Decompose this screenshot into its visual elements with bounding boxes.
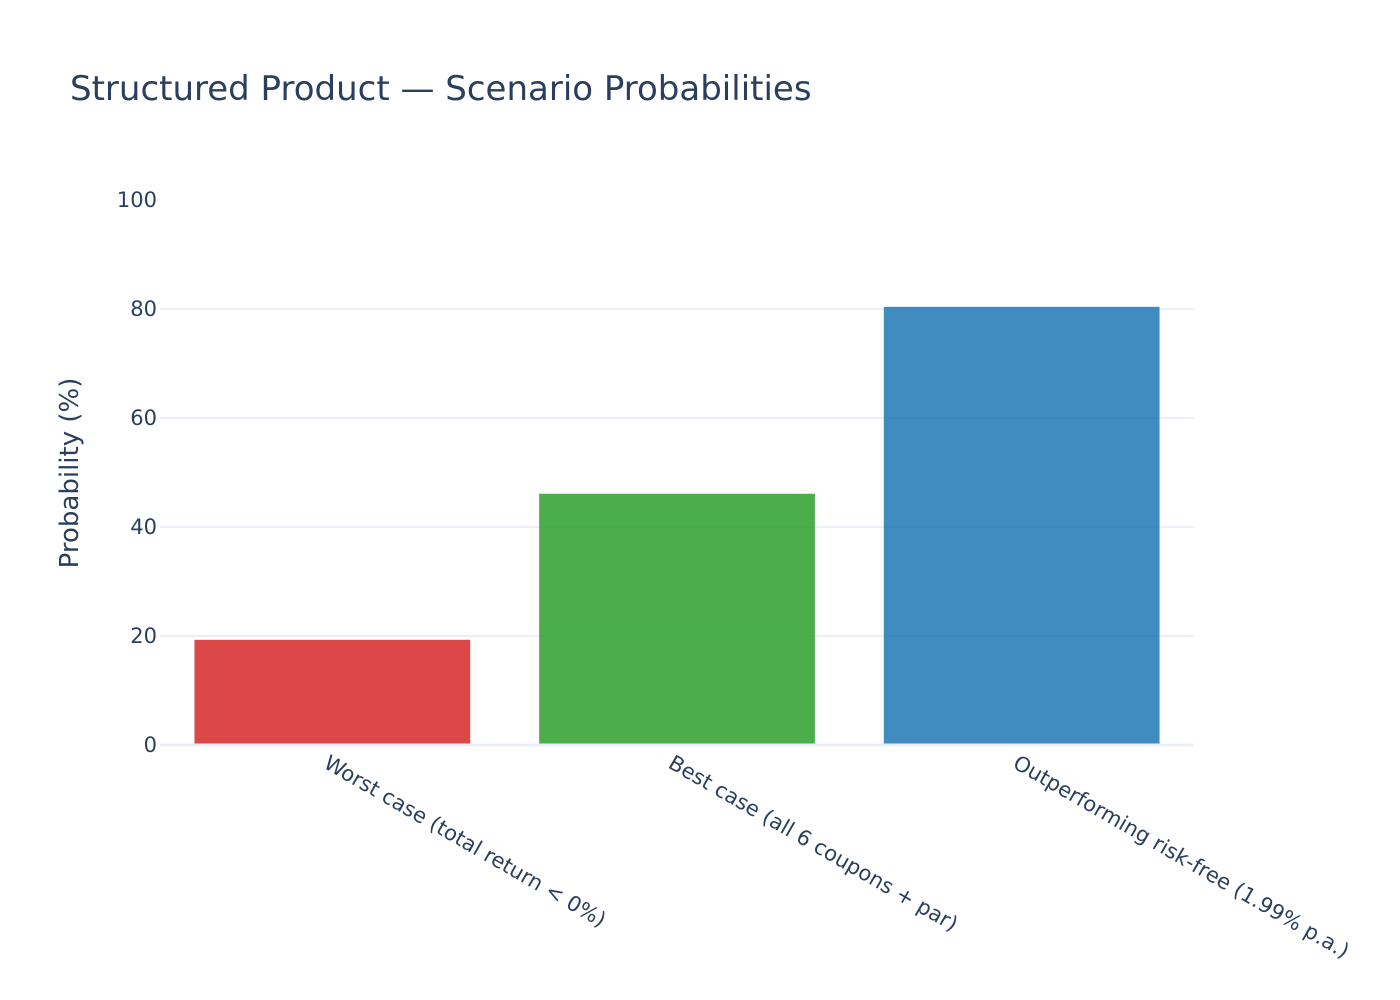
- y-axis-title: Probability (%): [55, 378, 85, 569]
- chart-title: Structured Product — Scenario Probabilit…: [70, 69, 812, 109]
- bar[interactable]: [883, 306, 1160, 745]
- bar[interactable]: [194, 639, 471, 745]
- y-tick-label: 80: [130, 297, 157, 321]
- y-tick-label: 20: [130, 624, 157, 648]
- bars: [194, 306, 1160, 745]
- y-tick-label: 60: [130, 406, 157, 430]
- y-tick-label: 100: [117, 188, 157, 212]
- y-axis-ticks: 0 20 40 60 80 100: [117, 188, 157, 757]
- x-category-label: Worst case (total return < 0%): [320, 751, 610, 932]
- x-category-label: Best case (all 6 coupons + par): [665, 751, 963, 937]
- bar[interactable]: [539, 493, 815, 745]
- x-axis-ticks: Worst case (total return < 0%) Best case …: [320, 751, 1354, 964]
- y-tick-label: 40: [130, 515, 157, 539]
- y-tick-label: 0: [144, 733, 157, 757]
- x-category-label: Outperforming risk-free (1.99% p.a.): [1009, 751, 1353, 964]
